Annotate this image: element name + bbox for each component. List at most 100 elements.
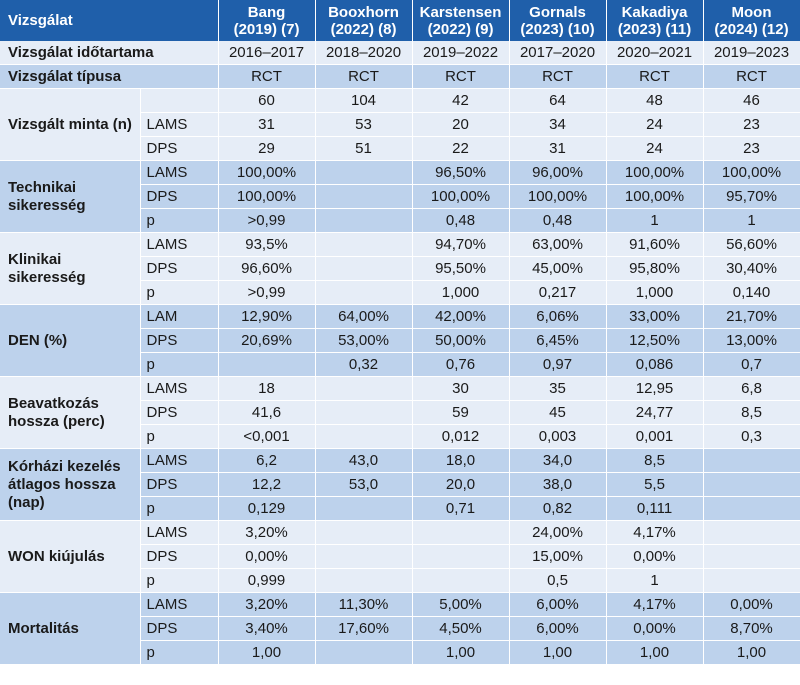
value-cell: 0,82 — [509, 496, 607, 521]
value-cell — [315, 376, 413, 401]
value-cell: 1,00 — [703, 640, 800, 665]
value-cell: 45,00% — [509, 256, 607, 281]
value-cell: 0,999 — [218, 568, 316, 593]
value-cell: 0,3 — [703, 424, 800, 449]
value-cell: 15,00% — [509, 544, 607, 569]
value-cell: 23 — [703, 112, 800, 137]
subgroup-label: p — [140, 496, 219, 521]
value-cell — [315, 496, 413, 521]
value-cell: 35 — [509, 376, 607, 401]
value-cell: 0,76 — [412, 352, 510, 377]
value-cell — [315, 232, 413, 257]
value-cell: 63,00% — [509, 232, 607, 257]
value-cell — [703, 568, 800, 593]
value-cell: 18 — [218, 376, 316, 401]
subgroup-label: LAMS — [140, 376, 219, 401]
value-cell: 46 — [703, 88, 800, 113]
value-cell: 96,60% — [218, 256, 316, 281]
table-row: Klinikai sikeresség LAMS 93,5% 94,70% 63,00%… — [0, 232, 800, 305]
value-cell — [315, 184, 413, 209]
value-cell: 91,60% — [606, 232, 704, 257]
subgroup-label: DPS — [140, 136, 219, 161]
header-study-booxhorn: Booxhorn (2022) (8) — [315, 0, 413, 41]
value-cell: 100,00% — [606, 160, 704, 185]
value-cell: RCT — [412, 64, 510, 89]
value-cell: 2019–2022 — [412, 41, 510, 65]
value-cell: RCT — [509, 64, 607, 89]
table-row: p <0,001 0,012 0,003 0,001 0,3 — [0, 424, 800, 449]
value-cell: 43,0 — [315, 448, 413, 473]
value-cell: 93,5% — [218, 232, 316, 257]
table-row: DPS 29 51 22 31 24 23 — [0, 136, 800, 161]
value-cell: 95,80% — [606, 256, 704, 281]
study-name: Gornals — [529, 3, 586, 21]
header-study-bang: Bang (2019) (7) — [218, 0, 316, 41]
value-cell — [315, 280, 413, 305]
value-cell: 51 — [315, 136, 413, 161]
row-label: Vizsgálat időtartama — [0, 41, 219, 65]
value-cell: 1,000 — [606, 280, 704, 305]
value-cell: 1 — [703, 208, 800, 233]
value-cell — [315, 256, 413, 281]
value-cell: 6,00% — [509, 616, 607, 641]
study-ref: (2022) (8) — [330, 20, 397, 38]
value-cell: 56,60% — [703, 232, 800, 257]
value-cell: 0,001 — [606, 424, 704, 449]
value-cell: 50,00% — [412, 328, 510, 353]
value-cell: 6,45% — [509, 328, 607, 353]
value-cell: 0,00% — [606, 616, 704, 641]
value-cell — [412, 568, 510, 593]
value-cell: >0,99 — [218, 208, 316, 233]
value-cell: 2017–2020 — [509, 41, 607, 65]
value-cell: 8,5 — [606, 448, 704, 473]
study-ref: (2024) (12) — [714, 20, 789, 38]
study-ref: (2023) (11) — [617, 20, 692, 38]
header-row: Vizsgálat Bang (2019) (7) Booxhorn (2022… — [0, 0, 800, 41]
value-cell: 0,5 — [509, 568, 607, 593]
value-cell — [315, 568, 413, 593]
value-cell: 96,50% — [412, 160, 510, 185]
table-row: p 1,00 1,00 1,00 1,00 1,00 — [0, 640, 800, 665]
study-name: Moon — [731, 3, 772, 21]
value-cell: 100,00% — [606, 184, 704, 209]
value-cell — [412, 520, 510, 545]
subgroup-label: LAMS — [140, 112, 219, 137]
table-row: Vizsgálat időtartama 2016–2017 2018–2020 20… — [0, 41, 800, 65]
value-cell: 24,77 — [606, 400, 704, 425]
value-cell: 0,97 — [509, 352, 607, 377]
value-cell: 0,111 — [606, 496, 704, 521]
subgroup-label: LAMS — [140, 592, 219, 617]
value-cell: 1 — [606, 568, 704, 593]
subgroup-label — [140, 88, 219, 113]
value-cell: 34,0 — [509, 448, 607, 473]
value-cell: 64 — [509, 88, 607, 113]
value-cell: 104 — [315, 88, 413, 113]
value-cell: 94,70% — [412, 232, 510, 257]
value-cell — [218, 352, 316, 377]
value-cell: 100,00% — [218, 184, 316, 209]
value-cell: 42,00% — [412, 304, 510, 329]
table-row: DPS 100,00% 100,00% 100,00% 100,00% 95,70% — [0, 184, 800, 209]
value-cell: 59 — [412, 400, 510, 425]
value-cell — [315, 160, 413, 185]
value-cell: 29 — [218, 136, 316, 161]
value-cell: 5,00% — [412, 592, 510, 617]
table-row: Technikai sikeresség LAMS 100,00% 96,50% 96,… — [0, 160, 800, 233]
value-cell: 23 — [703, 136, 800, 161]
value-cell: 100,00% — [509, 184, 607, 209]
value-cell: RCT — [703, 64, 800, 89]
value-cell: 3,20% — [218, 592, 316, 617]
value-cell: 22 — [412, 136, 510, 161]
value-cell — [703, 472, 800, 497]
row-label: Vizsgálat típusa — [0, 64, 219, 89]
value-cell: 30,40% — [703, 256, 800, 281]
value-cell — [315, 544, 413, 569]
table-row: Vizsgált minta (n) 60 104 42 64 48 46 — [0, 88, 800, 161]
subgroup-label: DPS — [140, 616, 219, 641]
table-row: DPS 96,60% 95,50% 45,00% 95,80% 30,40% — [0, 256, 800, 281]
value-cell: 8,5 — [703, 400, 800, 425]
group-label: WON kiújulás — [0, 520, 141, 593]
value-cell — [703, 448, 800, 473]
value-cell — [315, 424, 413, 449]
value-cell: 0,012 — [412, 424, 510, 449]
